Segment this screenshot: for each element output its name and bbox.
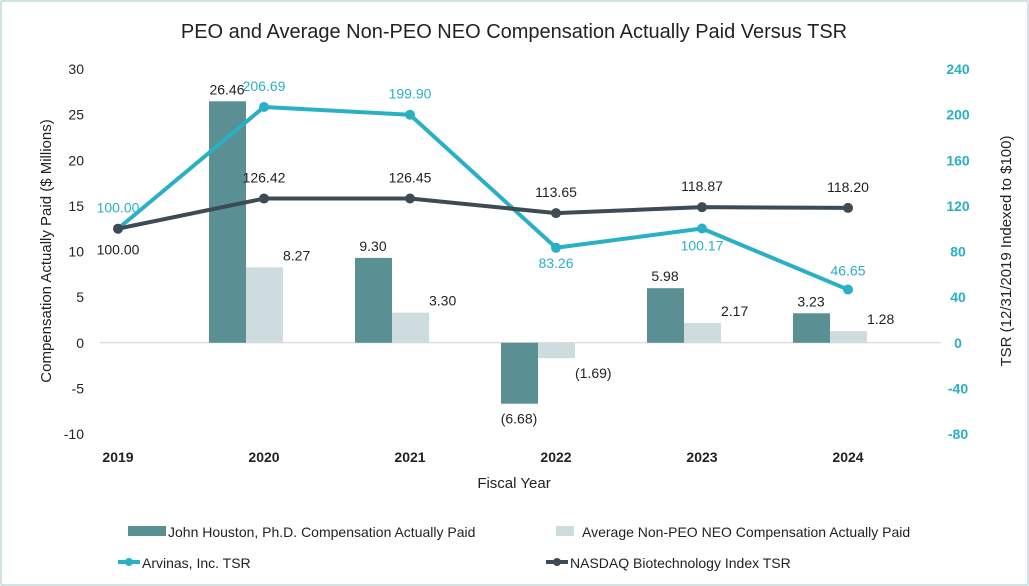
nasdaq-tsr-point [697,202,707,213]
left-tick-label: -10 [64,426,84,442]
right-tick-label: 0 [954,335,962,351]
arvinas-tsr-point [551,242,561,253]
left-axis-title: Compensation Actually Paid ($ Millions) [38,119,55,382]
x-tick-label: 2024 [832,449,863,465]
peo-bar-label: 9.30 [359,238,386,254]
arvinas-tsr-point [405,109,415,120]
right-tick-label: 120 [946,198,970,214]
neo-bar-label: (1.69) [575,365,612,381]
peo-bar-label: 5.98 [651,268,678,284]
peo-bar [793,313,830,343]
left-tick-label: 5 [76,289,84,305]
nasdaq-tsr-label: 126.42 [243,170,286,186]
neo-bar-label: 1.28 [867,311,894,327]
left-tick-label: 15 [68,198,84,214]
peo-bar-label: 3.23 [797,293,824,309]
peo-bar [647,288,684,343]
right-tick-label: 80 [950,244,966,260]
arvinas-tsr-line [116,104,849,292]
legend-label: John Houston, Ph.D. Compensation Actuall… [168,524,475,540]
nasdaq-tsr-point [551,208,561,219]
x-tick-label: 2023 [686,449,717,465]
left-tick-label: 30 [68,61,84,77]
right-tick-label: 160 [946,152,970,168]
arvinas-tsr-point [843,284,853,295]
x-tick-label: 2020 [248,449,279,465]
nasdaq-tsr-point [113,223,123,234]
right-axis-title: TSR (12/31/2019 Indexed to $100) [998,136,1015,367]
nasdaq-tsr-label: 113.65 [535,184,577,200]
peo-bar [501,342,538,404]
left-tick-label: -5 [72,380,85,396]
arvinas-tsr-label: 83.26 [538,255,573,271]
left-tick-label: 20 [68,152,84,168]
peo-bar [355,257,392,343]
left-tick-label: 10 [68,244,84,260]
nasdaq-tsr-line [117,196,849,231]
neo-bar-label: 2.17 [721,303,748,319]
arvinas-tsr-label: 206.69 [243,78,286,94]
nasdaq-tsr-label: 100.00 [97,242,140,258]
neo-bar-label: 3.30 [429,293,456,309]
legend-swatch-neo [556,526,574,536]
peo-bar-label: 26.46 [209,81,244,97]
nasdaq-tsr-point [843,202,853,213]
right-tick-label: 200 [946,107,970,123]
arvinas-tsr-label: 100.17 [681,237,724,253]
x-tick-label: 2021 [394,449,425,465]
arvinas-tsr-label: 199.90 [389,86,432,102]
arvinas-tsr-point [259,101,269,112]
nasdaq-tsr-label: 126.45 [389,170,432,186]
arvinas-tsr-point [697,223,707,234]
neo-bar [830,331,867,343]
neo-bar [392,312,429,343]
x-axis-title: Fiscal Year [477,475,550,492]
right-tick-label: -80 [948,426,968,442]
nasdaq-tsr-point [405,193,415,204]
nasdaq-tsr-point [259,193,269,204]
x-tick-label: 2022 [540,449,571,465]
x-tick-label: 2019 [102,449,133,465]
legend-label: Arvinas, Inc. TSR [142,555,251,571]
legend-label: Average Non-PEO NEO Compensation Actuall… [582,524,910,540]
legend-label: NASDAQ Biotechnology Index TSR [570,555,791,571]
chart-title: PEO and Average Non-PEO NEO Compensation… [181,21,847,43]
right-tick-label: 240 [946,61,970,77]
peo-bar [209,101,246,343]
left-tick-label: 0 [76,335,84,351]
right-tick-label: -40 [948,380,968,396]
peo-bar-label: (6.68) [501,411,538,427]
right-tick-label: 40 [950,289,966,305]
legend-marker [125,558,133,566]
legend-swatch-peo [128,526,166,536]
neo-bar [246,267,283,343]
neo-bar [538,342,575,359]
neo-bar-label: 8.27 [283,247,310,263]
left-tick-label: 25 [68,107,84,123]
nasdaq-tsr-label: 118.20 [827,179,869,195]
neo-bar [684,322,721,343]
arvinas-tsr-label: 46.65 [830,263,865,279]
nasdaq-tsr-label: 118.87 [681,178,723,194]
legend-marker [553,558,561,566]
arvinas-tsr-label: 100.00 [97,200,140,216]
